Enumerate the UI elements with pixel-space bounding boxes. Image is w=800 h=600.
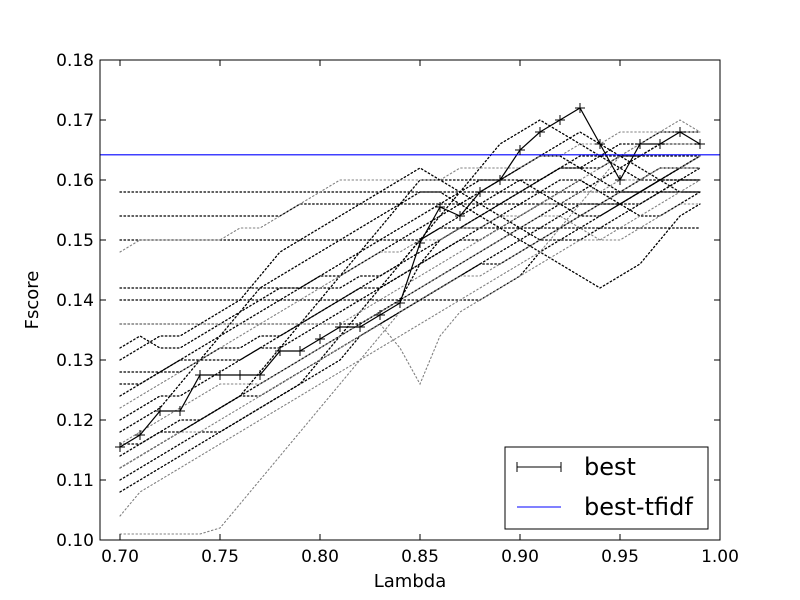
data-point-best: [595, 139, 605, 149]
background-series-line: [119, 203, 701, 445]
x-tick-label: 0.95: [601, 547, 639, 567]
background-series-line: [119, 167, 701, 535]
y-tick-label: 0.11: [56, 471, 94, 491]
y-tick-label: 0.15: [56, 231, 94, 251]
data-point-best: [215, 370, 225, 380]
data-point-best: [335, 322, 345, 332]
legend: best best-tfidf: [504, 446, 709, 530]
data-point-best: [515, 145, 525, 155]
background-series-line: [119, 131, 701, 253]
x-tick-label: 1.00: [701, 547, 739, 567]
data-point-best: [135, 430, 145, 440]
x-tick-label: 0.90: [501, 547, 539, 567]
background-series-line: [119, 143, 701, 325]
data-point-best: [535, 127, 545, 137]
x-tick-label: 0.70: [101, 547, 139, 567]
data-point-best: [295, 346, 305, 356]
legend-label-best: best: [584, 453, 636, 481]
data-point-best: [675, 127, 685, 137]
y-tick-label: 0.12: [56, 411, 94, 431]
data-point-best: [315, 334, 325, 344]
y-tick-label: 0.17: [56, 111, 94, 131]
background-series-line: [119, 179, 701, 385]
data-point-best: [455, 211, 465, 221]
data-point-best: [475, 187, 485, 197]
x-tick-label: 0.80: [301, 547, 339, 567]
x-axis: 0.70 0.75 0.80 0.85 0.90 0.95 1.00: [101, 60, 739, 567]
x-tick-label: 0.75: [201, 547, 239, 567]
background-series-line: [119, 155, 701, 349]
data-point-best: [575, 103, 585, 113]
x-tick-label: 0.85: [401, 547, 439, 567]
legend-label-best-tfidf: best-tfidf: [584, 493, 693, 521]
y-tick-label: 0.13: [56, 351, 94, 371]
y-tick-label: 0.18: [56, 51, 94, 71]
background-series-line: [119, 155, 701, 397]
background-series-line: [119, 167, 701, 373]
data-point-best: [375, 310, 385, 320]
y-tick-label: 0.14: [56, 291, 94, 311]
data-point-best: [415, 238, 425, 248]
y-axis: 0.10 0.11 0.12 0.13 0.14 0.15 0.16 0.17 0.18: [56, 51, 720, 551]
data-point-best: [155, 406, 165, 416]
data-point-best: [115, 442, 125, 452]
background-series-line: [119, 131, 701, 421]
data-point-best: [195, 370, 205, 380]
data-point-best: [175, 406, 185, 416]
data-point-best: [655, 139, 665, 149]
data-point-best: [615, 175, 625, 185]
y-tick-label: 0.10: [56, 531, 94, 551]
background-series-line: [119, 119, 701, 481]
background-series-line: [119, 167, 701, 361]
data-point-best: [495, 175, 505, 185]
background-series-group: [119, 119, 701, 535]
data-point-best: [695, 139, 705, 149]
background-series-line: [119, 155, 701, 289]
marker-group: [115, 103, 705, 452]
legend-box: [504, 446, 709, 530]
data-point-best: [395, 298, 405, 308]
background-series-line: [119, 179, 701, 469]
y-axis-title: Fscore: [22, 271, 43, 330]
background-series-line: [119, 155, 701, 409]
data-point-best: [235, 370, 245, 380]
background-series-line: [119, 191, 701, 433]
data-point-best: [555, 115, 565, 125]
background-series-line: [119, 191, 701, 217]
x-axis-title: Lambda: [374, 571, 446, 592]
y-tick-label: 0.16: [56, 171, 94, 191]
data-point-best: [275, 346, 285, 356]
data-point-best: [435, 202, 445, 212]
data-point-best: [635, 139, 645, 149]
data-point-best: [255, 370, 265, 380]
data-point-best: [355, 322, 365, 332]
background-series-line: [119, 119, 701, 517]
